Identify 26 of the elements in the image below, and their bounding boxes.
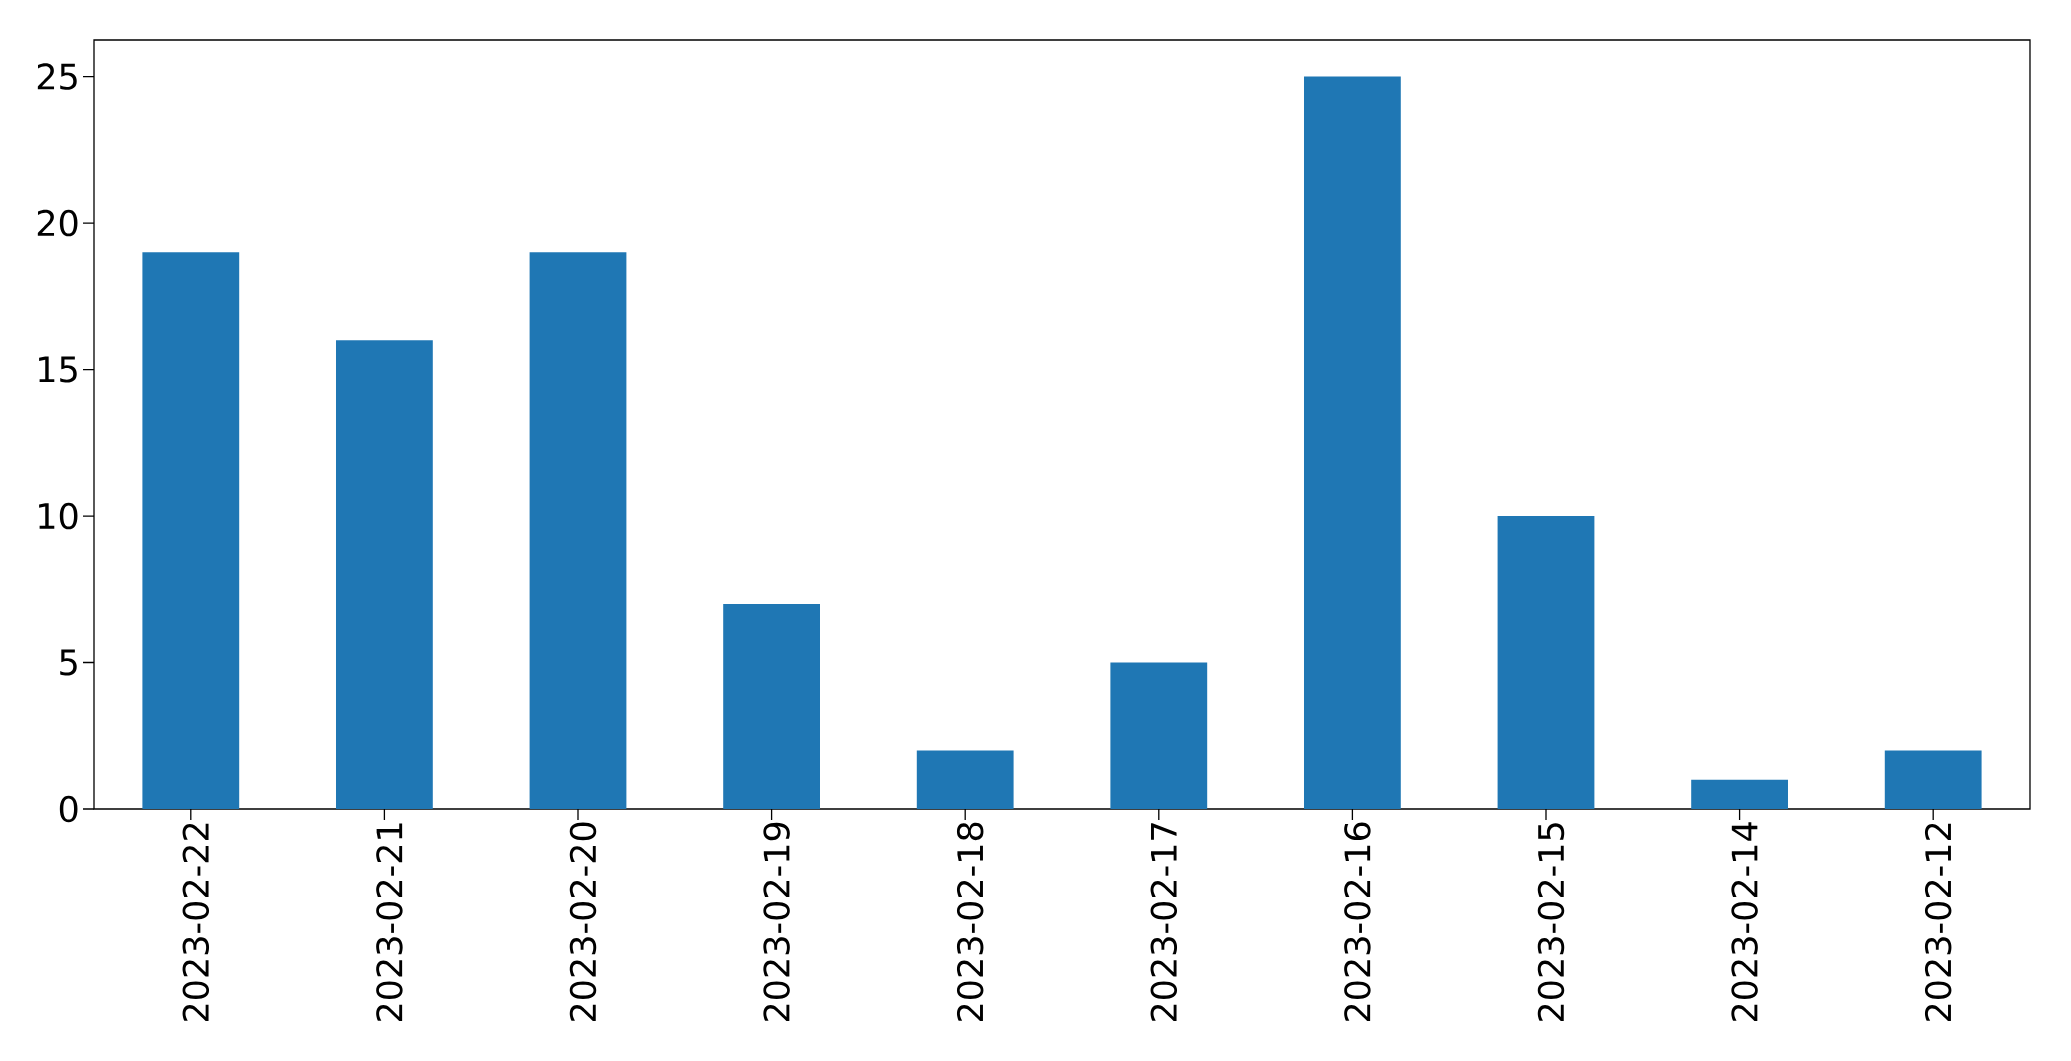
x-tick-label: 2023-02-17 [1150,823,1178,1022]
x-tick-label: 2023-02-20 [569,822,597,1022]
x-tick-label: 2023-02-15 [1537,823,1565,1022]
bar [1110,662,1208,809]
x-tick-label: 2023-02-12 [1924,823,1952,1022]
x-tick-label: 2023-02-19 [763,822,790,1022]
y-tick-label: 20 [37,209,78,237]
bar [1884,750,1982,809]
bar [916,750,1014,809]
bar [1304,76,1401,809]
bar [1497,516,1595,809]
x-tick-label: 2023-02-16 [1344,822,1371,1022]
y-tick-label: 0 [59,795,78,823]
y-tick-label: 15 [39,356,77,383]
bar [723,603,820,809]
y-tick-label: 10 [39,502,78,530]
y-tick-label: 5 [60,649,77,676]
bar [529,252,627,809]
bar [1691,779,1788,809]
x-tick-label: 2023-02-18 [956,822,984,1022]
x-tick-label: 2023-02-14 [1731,822,1758,1022]
bar [142,252,240,809]
y-tick-label: 25 [37,63,77,90]
x-tick-label: 2023-02-22 [182,823,210,1022]
bar [336,340,433,809]
x-tick-label: 2023-02-21 [376,823,403,1022]
